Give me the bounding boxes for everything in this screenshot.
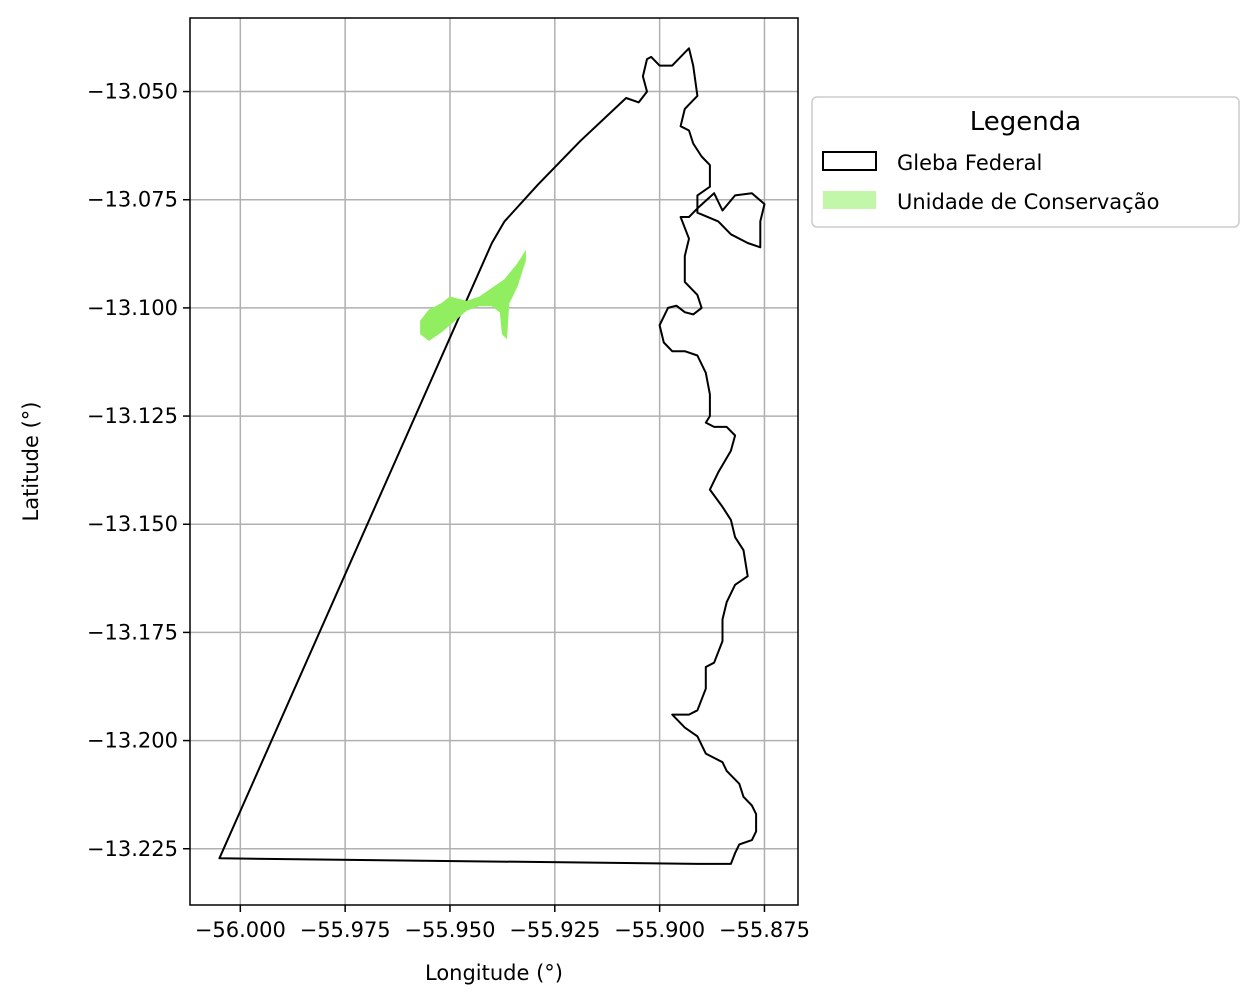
x-axis-ticks: −56.000 −55.975 −55.950 −55.925 −55.900 −55.8… <box>195 905 810 942</box>
x-tick-label: −55.875 <box>719 918 810 942</box>
legend-box <box>811 96 1240 228</box>
y-tick-label: −13.125 <box>87 404 178 428</box>
x-tick-label: −55.900 <box>614 918 705 942</box>
legend: Legenda Gleba Federal Unidade de Conserva… <box>811 96 1240 228</box>
x-tick-label: −55.975 <box>300 918 391 942</box>
legend-entry-label: Gleba Federal <box>897 151 1042 175</box>
y-tick-label: −13.050 <box>87 80 178 104</box>
y-tick-label: −13.075 <box>87 188 178 212</box>
y-tick-label: −13.200 <box>87 729 178 753</box>
x-tick-label: −55.925 <box>509 918 600 942</box>
x-axis-label: Longitude (°) <box>425 961 563 985</box>
legend-swatch-conservation-unit <box>823 191 876 209</box>
y-axis-ticks: −13.050 −13.075 −13.100 −13.125 −13.150 −13.1… <box>87 80 190 861</box>
federal-land-polygon <box>218 47 766 865</box>
plot-frame <box>189 17 799 906</box>
y-axis-label: Latitude (°) <box>19 402 43 522</box>
legend-title: Legenda <box>970 107 1081 137</box>
legend-entries: Gleba Federal Unidade de Conservação <box>822 151 1159 214</box>
x-tick-label: −56.000 <box>195 918 286 942</box>
y-tick-label: −13.225 <box>87 837 178 861</box>
y-tick-label: −13.100 <box>87 296 178 320</box>
legend-entry-label: Unidade de Conservação <box>897 190 1159 214</box>
y-tick-label: −13.175 <box>87 620 178 644</box>
grid-lines <box>190 18 798 905</box>
conservation-unit-polygon <box>420 249 526 341</box>
x-tick-label: −55.950 <box>404 918 495 942</box>
y-tick-label: −13.150 <box>87 512 178 536</box>
legend-swatch-federal-land <box>822 151 877 171</box>
map-shapes <box>218 47 766 865</box>
